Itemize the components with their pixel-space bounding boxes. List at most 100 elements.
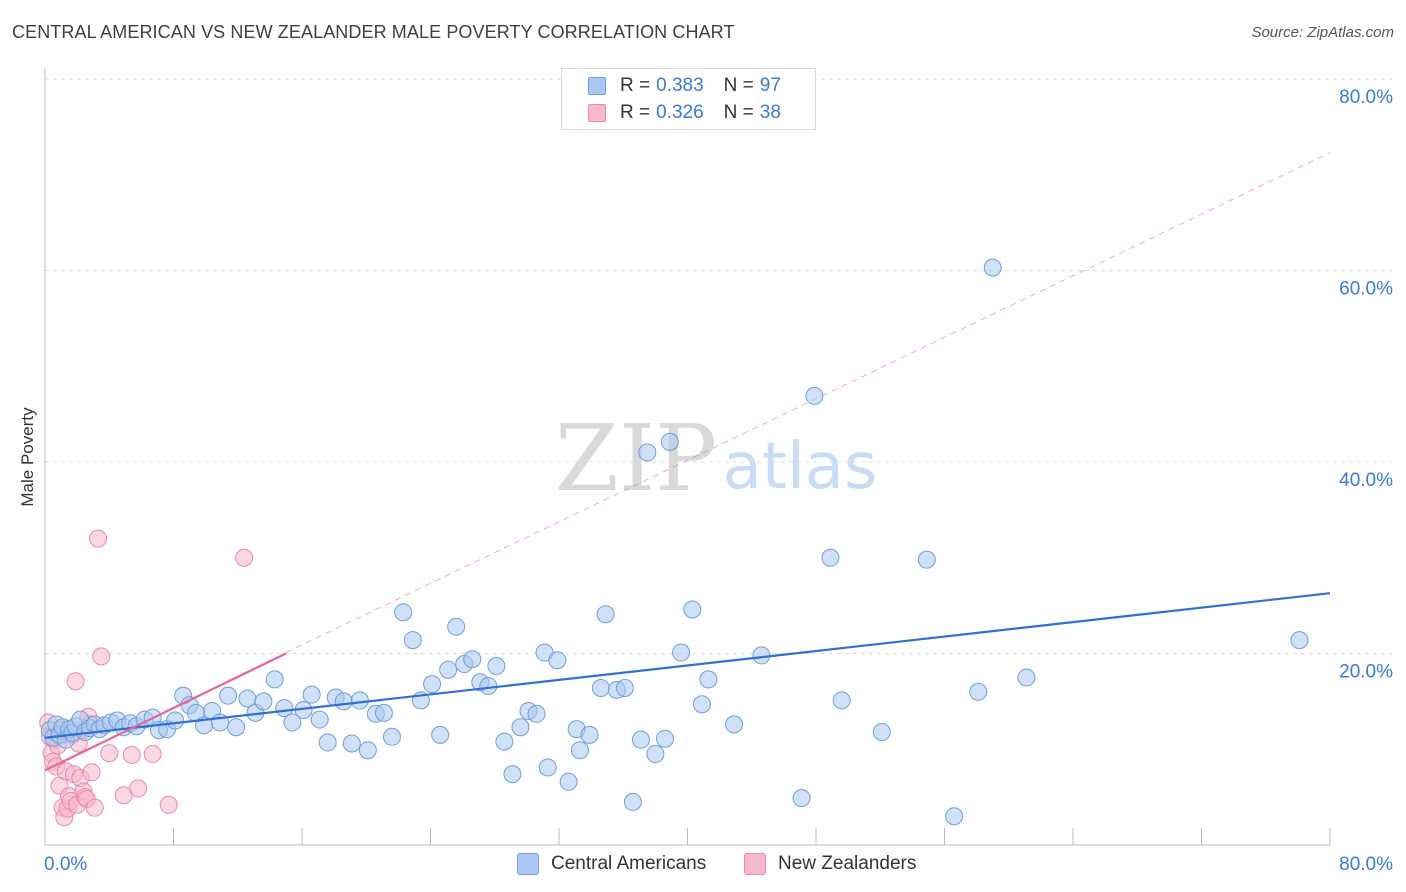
central-american-point — [945, 807, 964, 826]
central-american-point — [570, 741, 589, 760]
central-american-point — [638, 443, 657, 462]
y-tick-label: 20.0% — [1339, 662, 1393, 683]
bottom-legend-new-zealanders: New Zealanders — [744, 851, 916, 877]
new-zealander-point — [235, 548, 254, 567]
tick-labels: 20.0% 40.0% 60.0% 80.0% 0.0% 80.0% — [44, 87, 1393, 875]
x-tick-label: 80.0% — [1339, 854, 1393, 875]
central-american-point — [660, 432, 679, 451]
central-american-point — [382, 727, 401, 746]
new-zealander-point — [92, 647, 111, 666]
bottom-legend-swatch-pink — [744, 853, 766, 875]
central-american-point — [511, 718, 530, 737]
trend-line-central-americans — [44, 592, 1331, 739]
central-american-point — [334, 692, 353, 711]
central-american-point — [503, 765, 522, 784]
central-american-point — [374, 703, 393, 722]
new-zealander-point — [82, 763, 101, 782]
central-american-point — [265, 670, 284, 689]
central-american-point — [310, 710, 329, 729]
legend-row-new-zealanders: R = 0.326 N = 38 — [588, 100, 781, 126]
central-american-point — [487, 656, 506, 675]
central-american-point — [479, 677, 498, 696]
central-american-point — [692, 695, 711, 714]
central-american-point — [439, 660, 458, 679]
legend-r-value: 0.383 — [656, 75, 704, 96]
central-american-point — [969, 682, 988, 701]
central-american-point — [805, 386, 824, 405]
legend-row-central-americans: R = 0.383 N = 97 — [588, 73, 781, 99]
y-tick-label: 60.0% — [1339, 279, 1393, 300]
y-axis-label: Male Poverty — [18, 407, 37, 507]
central-american-point — [580, 725, 599, 744]
central-american-point — [917, 550, 936, 569]
central-american-point — [615, 678, 634, 697]
reference-line — [285, 152, 1331, 653]
central-american-point — [983, 258, 1002, 277]
central-american-point — [227, 718, 246, 737]
new-zealander-point — [85, 798, 104, 817]
legend-r-value: 0.326 — [656, 102, 704, 123]
watermark-zip: ZIP — [555, 405, 717, 512]
central-american-point — [1290, 631, 1309, 650]
watermark-atlas: atlas — [723, 430, 878, 504]
central-american-point — [699, 670, 718, 689]
central-american-point — [623, 792, 642, 811]
central-american-point — [725, 715, 744, 734]
central-american-point — [302, 685, 321, 704]
central-american-point — [548, 651, 567, 670]
y-tick-label: 80.0% — [1339, 87, 1393, 108]
central-american-point — [672, 643, 691, 662]
central-american-point — [423, 675, 442, 694]
legend: R = 0.383 N = 97 R = 0.326 N = 38 — [561, 68, 816, 130]
new-zealander-point — [159, 795, 178, 814]
central-american-point — [872, 723, 891, 742]
central-american-point — [350, 691, 369, 710]
central-american-point — [219, 686, 238, 705]
central-american-point — [646, 745, 665, 764]
new-zealander-point — [122, 745, 141, 764]
central-american-point — [431, 725, 450, 744]
legend-n-label: N = — [723, 102, 754, 123]
trend-line-new-zealanders — [44, 652, 287, 772]
central-american-point — [447, 617, 466, 636]
chart-title: CENTRAL AMERICAN VS NEW ZEALANDER MALE P… — [12, 22, 735, 42]
legend-r-label: R = — [620, 75, 651, 96]
central-american-point — [318, 733, 337, 752]
central-american-point — [538, 758, 557, 777]
new-zealander-point — [129, 779, 148, 798]
grid-lines — [45, 78, 1392, 654]
legend-n-label: N = — [723, 75, 754, 96]
x-tick-label: 0.0% — [44, 854, 87, 875]
central-american-point — [283, 713, 302, 732]
source-label: Source: ZipAtlas.com — [1251, 24, 1394, 41]
central-american-point — [1017, 668, 1036, 687]
reference-dashed-line — [285, 152, 1331, 653]
central-american-point — [358, 741, 377, 760]
legend-n-value: 97 — [759, 75, 781, 96]
central-american-point — [559, 772, 578, 791]
watermark: ZIP atlas — [555, 405, 877, 512]
series-central-americans — [40, 258, 1309, 826]
legend-n-value: 38 — [759, 102, 781, 123]
central-american-point — [463, 650, 482, 669]
series-new-zealanders — [39, 529, 254, 827]
central-american-point — [832, 691, 851, 710]
central-american-point — [631, 730, 650, 749]
bottom-legend: Central Americans New Zealanders — [0, 851, 1406, 877]
legend-r-label: R = — [620, 102, 651, 123]
new-zealander-point — [143, 745, 162, 764]
central-american-point — [166, 711, 185, 730]
central-american-point — [596, 605, 615, 624]
bottom-legend-label: New Zealanders — [778, 853, 917, 874]
central-american-point — [394, 603, 413, 622]
central-american-point — [821, 548, 840, 567]
central-american-point — [792, 789, 811, 808]
central-american-point — [527, 704, 546, 723]
bottom-legend-central-americans: Central Americans — [517, 851, 706, 877]
bottom-legend-swatch-blue — [517, 853, 539, 875]
legend-swatch-blue — [588, 77, 606, 95]
central-american-point — [591, 678, 610, 697]
central-american-point — [254, 692, 273, 711]
legend-swatch-pink — [588, 104, 606, 122]
